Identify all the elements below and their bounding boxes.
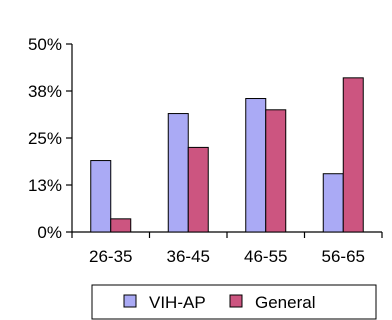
y-axis: 0% 13% 25% 38% 50% [28, 35, 73, 242]
bar-general-46-55 [265, 109, 287, 233]
bar-vih-ap-26-35 [90, 160, 112, 233]
legend-label: VIH-AP [149, 293, 206, 312]
bar-vih-ap-56-65 [322, 173, 344, 233]
bar-general-36-45 [187, 146, 209, 233]
y-tick-label: 38% [28, 82, 62, 101]
bar-vih-ap-46-55 [245, 98, 267, 233]
legend-swatch [229, 294, 243, 308]
y-tick-label: 13% [28, 176, 62, 195]
bar-general-26-35 [110, 218, 132, 233]
x-tick-label: 56-65 [322, 247, 365, 266]
legend-swatch [123, 294, 137, 308]
y-tick-label: 25% [28, 129, 62, 148]
bars [90, 77, 364, 233]
y-tick-label: 0% [37, 223, 62, 242]
legend-label: General [255, 293, 315, 312]
x-tick-label: 46-55 [244, 247, 287, 266]
x-tick-label: 26-35 [89, 247, 132, 266]
x-tick-label: 36-45 [167, 247, 210, 266]
x-axis: 26-35 36-45 46-55 56-65 [71, 231, 383, 266]
bar-vih-ap-36-45 [167, 113, 189, 233]
legend: VIH-AP General [91, 284, 377, 320]
y-tick-label: 50% [28, 35, 62, 54]
bar-general-56-65 [342, 77, 364, 233]
